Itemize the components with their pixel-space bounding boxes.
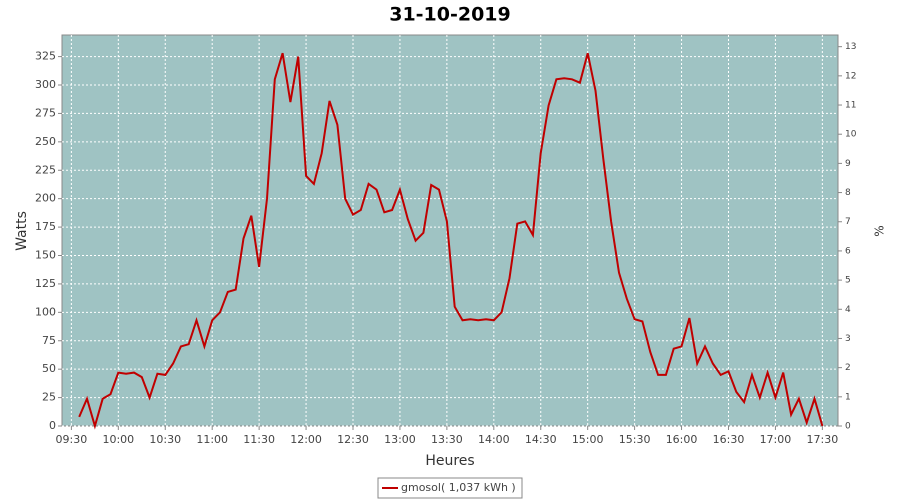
x-tick-label: 17:30: [807, 433, 839, 446]
x-tick-label: 10:00: [102, 433, 134, 446]
x-tick-label: 17:00: [760, 433, 792, 446]
y2-tick-label: 12: [845, 71, 856, 81]
y-tick-label: 225: [35, 163, 56, 176]
y2-tick-label: 11: [845, 101, 856, 111]
y2-tick-label: 9: [845, 159, 851, 169]
y2-tick-label: 1: [845, 392, 851, 402]
y2-axis-title: %: [873, 225, 887, 236]
legend-label: gmosol( 1,037 kWh ): [401, 481, 516, 494]
y2-tick-label: 0: [845, 422, 851, 432]
y-axis-title: Watts: [14, 211, 30, 251]
y-tick-label: 50: [42, 362, 56, 375]
y2-tick-label: 10: [845, 130, 857, 140]
x-tick-label: 11:00: [196, 433, 228, 446]
x-tick-label: 16:00: [666, 433, 698, 446]
y2-tick-label: 7: [845, 217, 851, 227]
chart-title: 31-10-2019: [389, 4, 511, 26]
y-tick-label: 0: [49, 419, 56, 432]
y-tick-label: 275: [35, 106, 56, 119]
y-tick-label: 200: [35, 192, 56, 205]
x-tick-label: 13:00: [384, 433, 416, 446]
y-tick-label: 100: [35, 305, 56, 318]
x-tick-label: 10:30: [149, 433, 181, 446]
y-tick-label: 175: [35, 220, 56, 233]
y-tick-label: 300: [35, 78, 56, 91]
y-tick-label: 75: [42, 334, 56, 347]
y2-tick-label: 2: [845, 363, 851, 373]
y2-tick-label: 8: [845, 188, 851, 198]
x-tick-label: 16:30: [713, 433, 745, 446]
legend-box: [377, 477, 523, 499]
y-tick-label: 125: [35, 277, 56, 290]
y2-tick-label: 13: [845, 42, 856, 52]
x-tick-label: 13:30: [431, 433, 463, 446]
y-tick-label: 25: [42, 391, 56, 404]
x-axis-title: Heures: [425, 453, 474, 469]
x-tick-label: 15:00: [572, 433, 604, 446]
x-tick-label: 11:30: [243, 433, 275, 446]
x-tick-label: 14:00: [478, 433, 510, 446]
y-tick-label: 325: [35, 50, 56, 63]
y-tick-label: 250: [35, 135, 56, 148]
x-tick-label: 12:30: [337, 433, 369, 446]
x-tick-label: 12:00: [290, 433, 322, 446]
y2-tick-label: 6: [845, 246, 851, 256]
x-tick-label: 14:30: [525, 433, 557, 446]
x-tick-label: 09:30: [56, 433, 88, 446]
series-line: [78, 52, 824, 430]
y2-tick-label: 4: [845, 305, 851, 315]
y-tick-label: 150: [35, 249, 56, 262]
x-tick-label: 15:30: [619, 433, 651, 446]
plot-area: [61, 34, 839, 427]
y2-tick-label: 3: [845, 334, 851, 344]
y2-tick-label: 5: [845, 276, 851, 286]
